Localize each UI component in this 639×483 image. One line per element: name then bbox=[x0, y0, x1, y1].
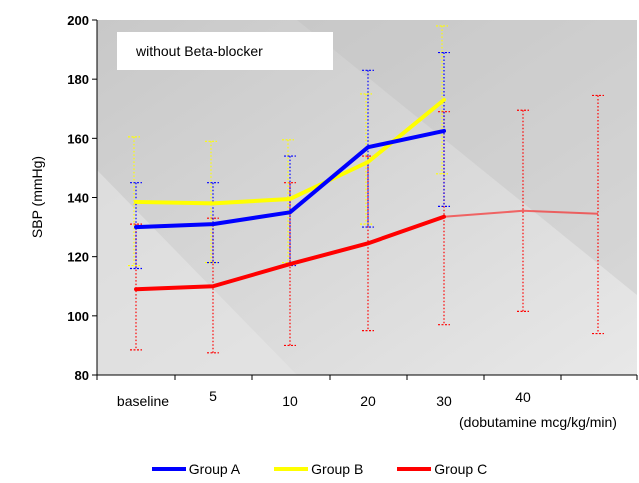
series-lines bbox=[134, 97, 599, 292]
axis-labels: (dobutamine mcg/kg/min) SBP (mmHg) bbox=[29, 156, 617, 430]
legend-label: Group B bbox=[311, 461, 364, 477]
y-tick-label: 200 bbox=[67, 13, 89, 28]
y-axis-title: SBP (mmHg) bbox=[29, 156, 45, 238]
legend-swatch bbox=[274, 467, 309, 471]
y-tick-label: 100 bbox=[67, 309, 89, 324]
legend-swatch bbox=[151, 467, 186, 471]
legend-label: Group C bbox=[434, 461, 488, 477]
annotation-background bbox=[117, 32, 333, 70]
plot-background bbox=[97, 20, 637, 375]
plot-band bbox=[97, 170, 297, 375]
x-tick-label: 30 bbox=[436, 393, 452, 409]
x-tick-label: 5 bbox=[209, 388, 217, 404]
y-tick-label: 80 bbox=[75, 368, 89, 383]
y-tick-label: 120 bbox=[67, 250, 89, 265]
y-tick-label: 180 bbox=[67, 72, 89, 87]
legend-item: Group A bbox=[151, 458, 241, 480]
plot-band bbox=[297, 20, 637, 295]
y-tick-label: 160 bbox=[67, 131, 89, 146]
x-axis-title: (dobutamine mcg/kg/min) bbox=[459, 414, 617, 430]
legend-label: Group A bbox=[188, 461, 241, 477]
x-tick-label: baseline bbox=[117, 393, 169, 409]
axes: 80 100 120 140 160 180 200 baseline 5 10 20 30 40 bbox=[67, 13, 638, 409]
legend-swatch bbox=[397, 467, 432, 471]
legend-item: Group C bbox=[397, 458, 487, 480]
series-line-group-c bbox=[134, 214, 446, 292]
series-line-group-c-extension bbox=[443, 209, 599, 218]
annotation-text: without Beta-blocker bbox=[135, 43, 263, 59]
annotation-box: without Beta-blocker bbox=[117, 32, 333, 70]
legend: Group A Group B Group C bbox=[0, 458, 639, 480]
legend-item: Group B bbox=[274, 458, 363, 480]
x-tick-label: 10 bbox=[282, 393, 298, 409]
series-line-group-a bbox=[134, 128, 446, 230]
x-tick-label: 40 bbox=[515, 389, 531, 405]
y-tick-label: 140 bbox=[67, 191, 89, 206]
x-tick-label: 20 bbox=[360, 393, 376, 409]
